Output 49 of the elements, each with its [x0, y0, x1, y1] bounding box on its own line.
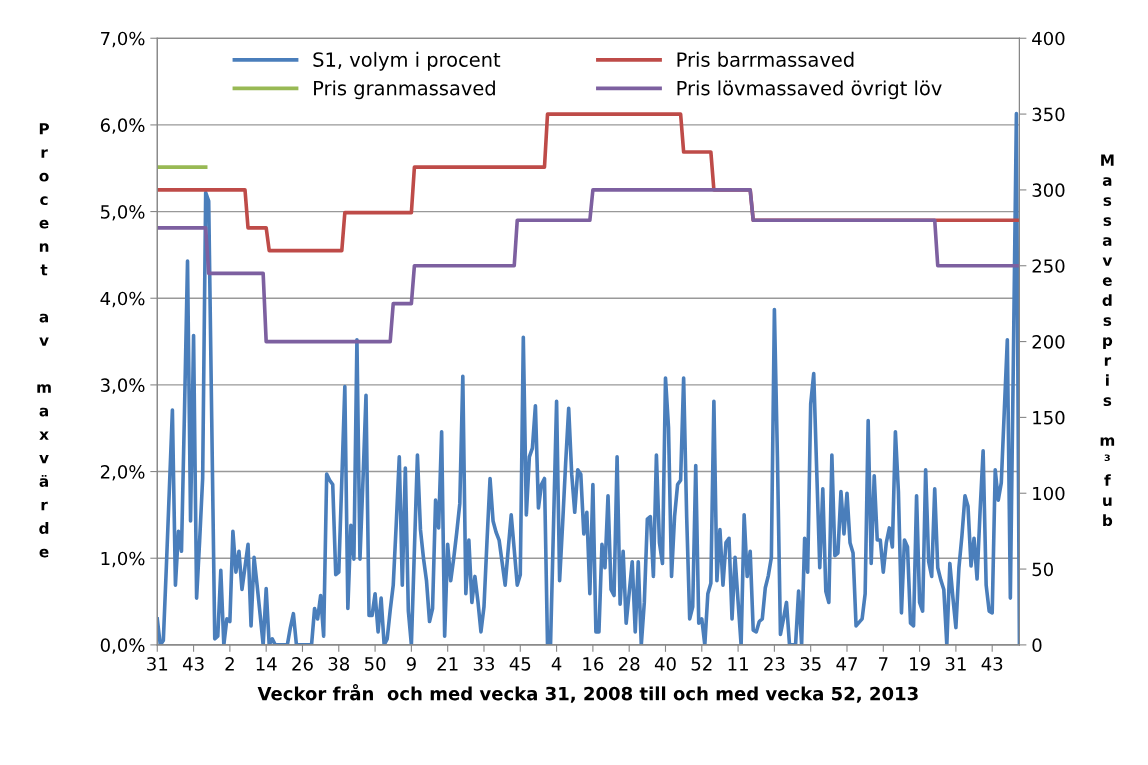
x-tick-label: 33 — [473, 657, 495, 671]
y2-tick-label: 400 — [1032, 31, 1065, 46]
y-tick-label: 2,0% — [100, 465, 145, 481]
x-tick-label: 2 — [225, 657, 234, 671]
y2-tick-label: 300 — [1032, 183, 1065, 198]
legend-label: Pris lövmassaved övrigt löv — [677, 80, 942, 100]
y2-tick-label: 350 — [1032, 107, 1065, 122]
legend-label: Pris barrmassaved — [677, 51, 854, 67]
y-tick-label: 0,0% — [100, 638, 145, 654]
y-tick-label: 7,0% — [101, 31, 145, 48]
legend-label: S1, volym i procent — [313, 51, 501, 71]
x-axis-title: Veckor från och med vecka 31, 2008 till och med vecka 52, 2013 — [257, 684, 918, 703]
x-tick-label: 31 — [147, 657, 168, 671]
y-tick-label: 4,0% — [100, 291, 145, 308]
x-tick-label: 47 — [836, 657, 857, 671]
x-tick-label: 7 — [879, 657, 888, 671]
x-tick-label: 28 — [619, 657, 640, 671]
x-tick-label: 4 — [551, 657, 562, 671]
line-series — [157, 188, 1020, 344]
y-tick-label: 5,0% — [100, 205, 145, 221]
x-tick-label: 40 — [654, 657, 676, 671]
text: Procent av maxvärde — [37, 123, 51, 558]
y-tick-label: 3,0% — [100, 378, 145, 394]
x-tick-label: 16 — [583, 657, 604, 671]
x-tick-label: 23 — [764, 657, 785, 671]
x-tick-label: 31 — [945, 657, 966, 671]
y2-tick-label: 0 — [1032, 638, 1042, 653]
y2-tick-label: 50 — [1032, 562, 1054, 577]
y2-tick-label: 200 — [1032, 335, 1065, 349]
x-tick-label: 52 — [691, 657, 712, 671]
x-tick-label: 38 — [328, 657, 350, 671]
x-tick-label: 43 — [182, 657, 204, 671]
x-tick-label: 21 — [437, 657, 458, 671]
y-tick-label: 1,0% — [101, 551, 145, 568]
y2-tick-label: 100 — [1033, 486, 1065, 501]
x-tick-label: 35 — [800, 657, 821, 671]
y-tick-label: 6,0% — [100, 118, 145, 134]
x-tick-label: 11 — [728, 657, 748, 671]
x-tick-label: 50 — [364, 657, 386, 671]
x-tick-label: 26 — [292, 657, 313, 671]
legend-label: Pris granmassaved — [314, 80, 495, 100]
x-tick-label: 9 — [406, 657, 416, 671]
y2-tick-label: 150 — [1033, 410, 1065, 425]
text: Massavedspris m³fub — [1100, 154, 1115, 527]
x-tick-label: 45 — [509, 657, 531, 671]
x-tick-label: 14 — [256, 657, 277, 671]
x-tick-label: 43 — [981, 657, 1003, 671]
y2-tick-label: 250 — [1032, 259, 1065, 273]
x-tick-label: 19 — [910, 657, 930, 671]
